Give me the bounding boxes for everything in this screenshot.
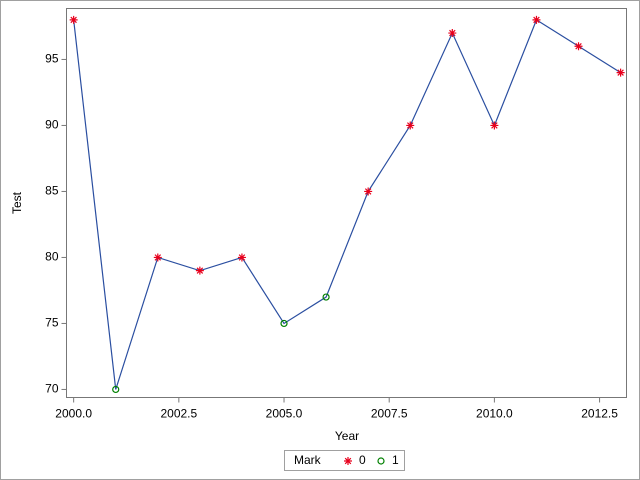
x-axis-label: Year xyxy=(335,429,359,443)
marker xyxy=(237,253,246,262)
y-tick-label: 85 xyxy=(45,184,59,198)
marker xyxy=(153,253,162,262)
marker xyxy=(280,319,288,328)
marker xyxy=(69,15,78,24)
x-tick-label: 2012.5 xyxy=(581,407,618,421)
data-line xyxy=(73,18,621,390)
marker xyxy=(490,121,499,130)
y-axis-label: Test xyxy=(10,191,24,214)
marker xyxy=(574,42,583,51)
marker xyxy=(406,121,415,130)
marker xyxy=(448,29,457,38)
marker xyxy=(532,15,541,24)
legend-title: Mark xyxy=(294,453,322,467)
marker xyxy=(322,293,330,301)
marker xyxy=(195,266,204,275)
y-tick-label: 70 xyxy=(45,382,59,396)
y-tick-label: 90 xyxy=(45,118,59,132)
marker xyxy=(616,68,625,77)
x-tick-label: 2005.0 xyxy=(266,407,303,421)
marker xyxy=(112,385,120,394)
legend-marker xyxy=(377,457,385,465)
x-tick-label: 2002.5 xyxy=(160,407,197,421)
legend-marker xyxy=(344,457,352,465)
x-tick-label: 2007.5 xyxy=(371,407,408,421)
x-tick-label: 2010.0 xyxy=(476,407,513,421)
x-tick-label: 2000.0 xyxy=(55,407,92,421)
legend-label: 1 xyxy=(392,453,399,467)
y-tick-label: 75 xyxy=(45,316,59,330)
y-tick-label: 80 xyxy=(45,250,59,264)
marker xyxy=(364,187,373,196)
y-tick-label: 95 xyxy=(45,52,59,66)
plot-area xyxy=(66,8,627,398)
legend-label: 0 xyxy=(359,453,366,467)
